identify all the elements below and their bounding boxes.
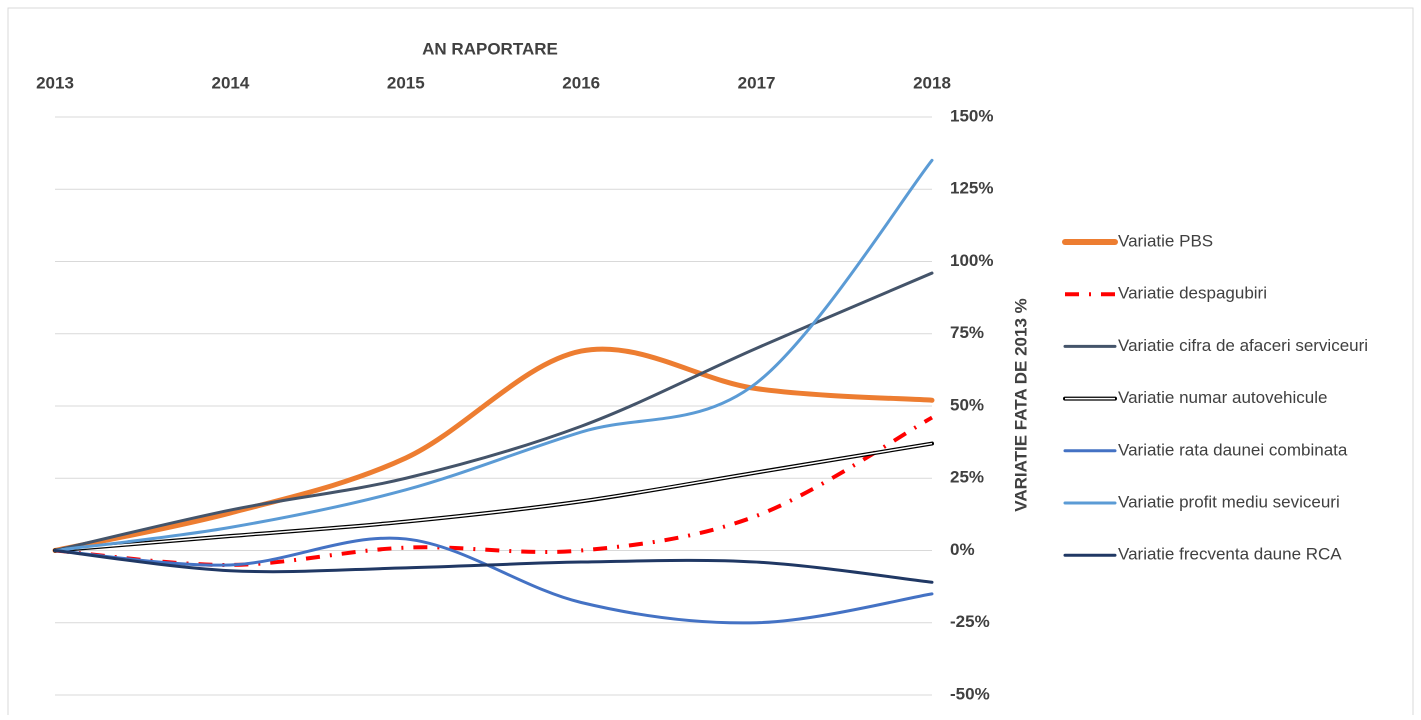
series-line	[52, 346, 935, 553]
legend-label: Variatie profit mediu seviceuri	[1118, 492, 1340, 511]
series-line	[53, 536, 934, 625]
legend-label: Variatie PBS	[1118, 231, 1213, 250]
x-tick-label: 2017	[738, 73, 776, 92]
y-axis-title: VARIATIE FATA DE 2013 %	[1011, 298, 1030, 512]
chart-border	[7, 7, 1414, 720]
series-line	[53, 271, 934, 552]
x-tick-label: 2013	[36, 73, 74, 92]
legend-label: Variatie frecventa daune RCA	[1118, 545, 1342, 564]
y-tick-label: 50%	[950, 395, 984, 414]
series-line-inner	[54, 442, 933, 552]
legend-label: Variatie cifra de afaceri serviceuri	[1118, 336, 1368, 355]
y-tick-label: 75%	[950, 323, 984, 342]
x-tick-label: 2015	[387, 73, 425, 92]
x-tick-label: 2014	[211, 73, 249, 92]
y-tick-label: 25%	[950, 468, 984, 487]
y-tick-label: -50%	[950, 684, 990, 703]
legend-label: Variatie numar autovehicule	[1118, 388, 1327, 407]
series-line	[53, 158, 934, 552]
x-tick-label: 2016	[562, 73, 600, 92]
legend-label: Variatie rata daunei combinata	[1118, 440, 1348, 459]
y-tick-label: 0%	[950, 540, 975, 559]
y-tick-label: 100%	[950, 251, 993, 270]
series-line	[54, 415, 933, 567]
x-tick-label: 2018	[913, 73, 951, 92]
x-axis-title: AN RAPORTARE	[422, 39, 558, 58]
legend-label: Variatie despagubiri	[1118, 284, 1267, 303]
series-line	[53, 549, 934, 584]
y-tick-label: 125%	[950, 179, 993, 198]
y-tick-label: 150%	[950, 106, 993, 125]
y-tick-label: -25%	[950, 612, 990, 631]
